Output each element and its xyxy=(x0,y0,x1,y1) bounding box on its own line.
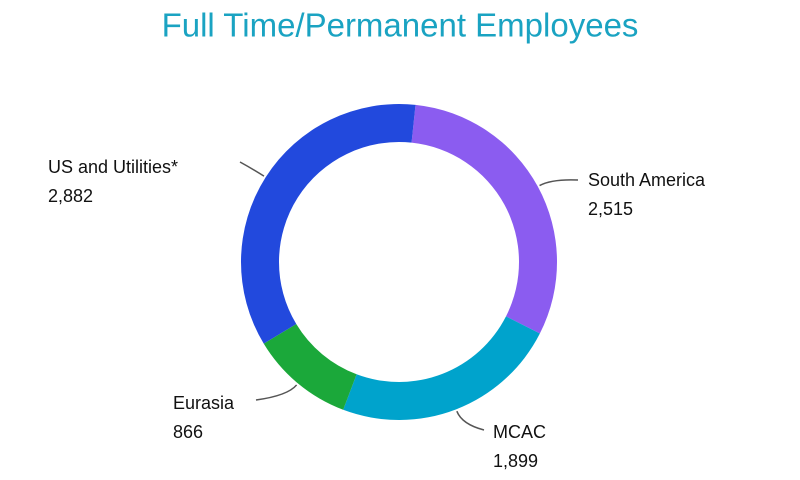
leader-line xyxy=(239,161,265,177)
value-label: 2,515 xyxy=(588,199,633,219)
slice-label: Eurasia xyxy=(173,393,235,413)
value-label: 2,882 xyxy=(48,186,93,206)
leader-line xyxy=(539,179,579,187)
slice-label: South America xyxy=(588,170,706,190)
donut-segment xyxy=(343,316,540,420)
chart-title: Full Time/Permanent Employees xyxy=(162,7,639,44)
slice-label: US and Utilities* xyxy=(48,157,178,177)
value-label: 1,899 xyxy=(493,451,538,471)
leader-line xyxy=(456,410,485,431)
leader-line xyxy=(255,384,298,401)
donut-segment xyxy=(263,324,357,410)
donut-segment xyxy=(411,104,557,334)
donut-segment xyxy=(241,103,416,344)
value-label: 866 xyxy=(173,422,203,442)
slice-label: MCAC xyxy=(493,422,546,442)
